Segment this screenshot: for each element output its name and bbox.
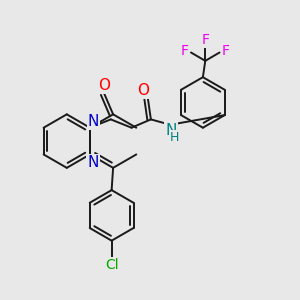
Text: O: O (98, 78, 110, 93)
Text: O: O (137, 83, 149, 98)
Text: H: H (170, 131, 179, 144)
Text: N: N (165, 123, 176, 138)
Text: F: F (201, 33, 209, 47)
Text: N: N (87, 155, 99, 170)
Text: F: F (181, 44, 188, 58)
Text: N: N (88, 114, 99, 129)
Text: Cl: Cl (105, 258, 118, 272)
Text: F: F (222, 44, 230, 58)
